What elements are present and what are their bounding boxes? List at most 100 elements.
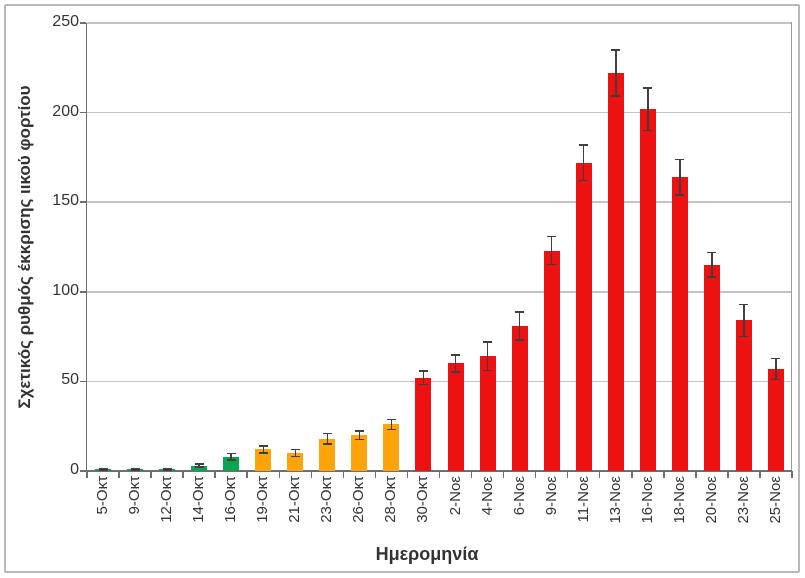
y-axis-title: Σχετικός ρυθμός έκκρισης ιικού φορτίου (15, 85, 34, 409)
x-axis-title: Ημερομηνία (375, 544, 479, 564)
error-bar (262, 445, 264, 454)
y-axis-line (85, 23, 87, 470)
error-bar-cap (483, 341, 493, 343)
error-bar (230, 453, 232, 461)
gridline (87, 380, 791, 383)
x-tick-label: 25-Νοε (766, 476, 784, 524)
y-tick-label: 150 (52, 192, 79, 210)
error-bar-cap (258, 452, 268, 454)
error-bar-cap (418, 383, 428, 386)
error-bar (198, 463, 200, 468)
error-bar-cap (739, 303, 749, 306)
x-axis-tick (374, 471, 377, 478)
error-bar-cap (675, 158, 685, 161)
error-bar-cap (226, 452, 236, 455)
y-tick-label: 100 (52, 281, 79, 299)
y-axis-tick (79, 201, 86, 203)
bar (543, 250, 560, 471)
x-tick-label: 9-Οκτ (126, 476, 144, 515)
gridline (87, 201, 791, 203)
error-bar-cap (386, 418, 396, 421)
error-bar (390, 419, 393, 430)
x-tick-label: 14-Οκτ (190, 476, 208, 523)
x-axis-tick (502, 471, 505, 478)
x-axis-tick (86, 471, 88, 478)
error-bar-cap (547, 235, 557, 238)
x-tick-label: 2-Νοε (446, 476, 464, 516)
x-axis-tick (727, 471, 729, 478)
x-axis-tick (695, 471, 697, 478)
x-tick-label: 16-Οκτ (222, 476, 240, 523)
error-bar-cap (354, 430, 364, 432)
x-tick-label: 11-Νοε (574, 476, 592, 523)
x-axis-tick (470, 471, 473, 478)
error-bar-cap (162, 469, 172, 471)
x-axis-tick (759, 471, 761, 478)
x-tick-label: 9-Νοε (542, 476, 560, 516)
error-bar-cap (354, 438, 364, 441)
bar (671, 177, 688, 471)
error-bar-cap (771, 378, 781, 381)
bar (511, 325, 528, 471)
error-bar (326, 433, 329, 445)
y-axis-tick (79, 470, 86, 472)
error-bar-cap (739, 335, 749, 338)
error-bar-cap (611, 95, 621, 97)
error-bar (679, 159, 681, 196)
error-bar (775, 358, 777, 380)
error-bar-cap (707, 276, 717, 278)
error-bar (743, 304, 745, 337)
y-tick-label: 200 (52, 102, 79, 120)
x-axis-tick (342, 471, 345, 478)
x-axis-tick (566, 471, 569, 478)
x-axis-tick (663, 471, 665, 478)
error-bar-cap (418, 370, 428, 372)
error-bar-cap (707, 251, 717, 254)
error-bar-cap (226, 459, 236, 461)
error-bar (615, 49, 617, 97)
bar (639, 109, 656, 471)
bar (767, 368, 784, 471)
error-bar (582, 144, 585, 181)
x-tick-label: 6-Νοε (510, 476, 528, 516)
x-axis-tick (278, 471, 281, 478)
gridline (87, 291, 791, 293)
error-bar-cap (547, 263, 557, 266)
x-axis-tick (118, 471, 120, 478)
error-bar-cap (290, 455, 300, 458)
x-axis-tick (246, 471, 248, 478)
error-bar-cap (98, 467, 108, 470)
error-bar (422, 370, 425, 385)
error-bar-cap (130, 467, 140, 470)
x-tick-label: 28-Οκτ (382, 476, 400, 523)
x-tick-label: 19-Οκτ (254, 476, 272, 523)
error-bar-cap (451, 371, 461, 373)
error-bar (550, 236, 553, 265)
gridline (87, 22, 791, 24)
error-bar-cap (386, 428, 396, 431)
bar (319, 438, 336, 471)
error-bar-cap (515, 311, 525, 313)
x-tick-label: 23-Οκτ (318, 476, 336, 523)
error-bar (454, 354, 457, 373)
x-axis-tick (150, 471, 152, 478)
bar (351, 435, 368, 471)
x-tick-label: 26-Οκτ (350, 476, 368, 523)
x-axis-tick (631, 471, 633, 478)
y-axis-tick (79, 380, 86, 383)
error-bar (711, 252, 713, 278)
bar (607, 73, 624, 471)
error-bar-cap (162, 467, 172, 470)
error-bar-cap (675, 194, 685, 196)
error-bar-cap (322, 443, 332, 445)
y-axis-tick (79, 111, 86, 114)
bar (575, 162, 592, 471)
x-axis-line (85, 470, 792, 472)
error-bar-cap (643, 129, 653, 132)
x-tick-label: 23-Νοε (734, 476, 752, 524)
x-tick-label: 20-Νοε (702, 476, 720, 524)
x-tick-label: 18-Νοε (670, 476, 688, 524)
bar (479, 356, 496, 471)
x-tick-label: 5-Οκτ (94, 476, 112, 515)
y-axis-tick (79, 22, 86, 24)
